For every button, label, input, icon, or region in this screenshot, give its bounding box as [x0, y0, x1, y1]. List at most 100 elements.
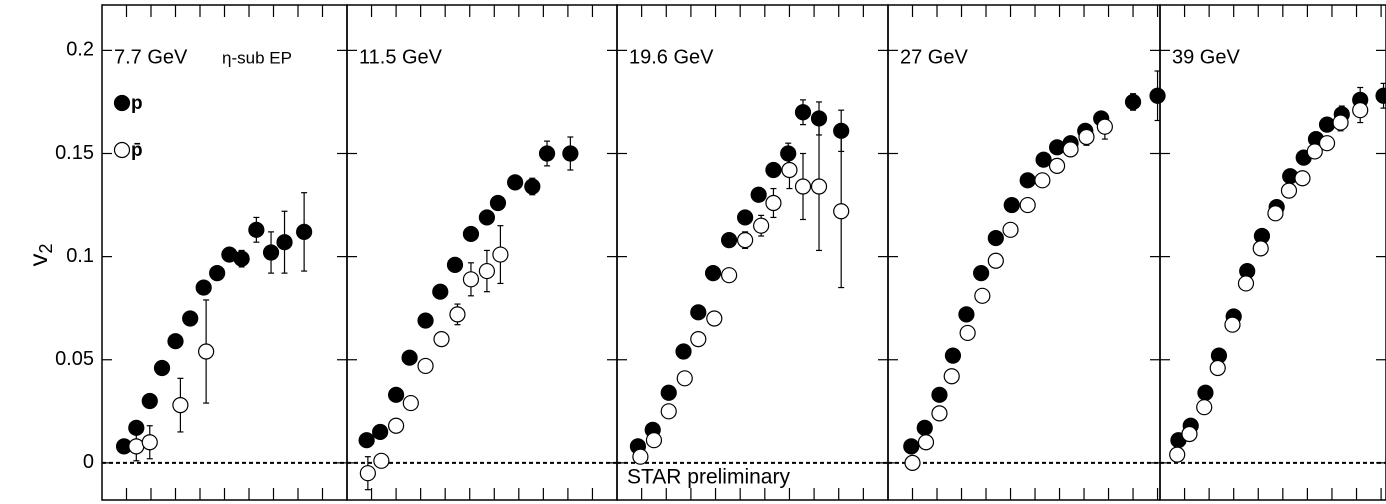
panel-title: 19.6 GeV: [629, 46, 714, 68]
data-point: [1224, 316, 1241, 333]
data-point: [987, 252, 1004, 269]
data-point: [753, 217, 770, 234]
data-point: [1237, 275, 1255, 292]
data-point: [358, 432, 375, 449]
data-point: [462, 225, 480, 243]
data-point: [690, 304, 707, 321]
y-axis-label: v2: [23, 243, 56, 266]
data-point: [931, 405, 948, 422]
data-point: [1048, 139, 1066, 156]
data-point: [182, 310, 199, 327]
data-point: [1035, 151, 1052, 168]
data-point: [248, 221, 265, 238]
data-point: [372, 423, 389, 441]
data-point: [1294, 170, 1311, 187]
y-axis-label-main: v: [23, 254, 53, 267]
data-point: [1002, 221, 1019, 238]
y-tick-label: 0.15: [55, 142, 94, 164]
data-point: [765, 194, 782, 212]
data-point: [359, 465, 376, 482]
y-tick-label: 0.05: [55, 348, 94, 370]
panel-title: 7.7 GeV: [114, 46, 188, 68]
panel-title: 27 GeV: [900, 46, 968, 68]
y-axis-label-sub: 2: [36, 243, 56, 253]
data-point: [141, 392, 158, 410]
data-point: [262, 244, 280, 261]
data-point: [417, 312, 434, 329]
data-point: [198, 343, 215, 360]
data-point: [538, 145, 556, 162]
data-point: [172, 397, 189, 414]
data-point: [943, 368, 960, 385]
data-point: [917, 434, 935, 451]
data-point: [1332, 114, 1349, 131]
data-point: [128, 438, 145, 455]
data-point: [944, 347, 962, 364]
data-point: [489, 194, 507, 212]
panel-title: 11.5 GeV: [359, 46, 443, 68]
data-point: [1209, 359, 1226, 377]
data-point: [987, 229, 1004, 247]
data-point: [660, 384, 677, 401]
legend-marker: [113, 94, 131, 112]
data-point: [478, 262, 496, 280]
data-point: [1019, 172, 1036, 189]
data-point: [1280, 182, 1298, 199]
data-point: [167, 333, 184, 350]
data-point: [720, 267, 738, 284]
data-point: [1078, 128, 1095, 146]
data-point: [737, 209, 754, 226]
panel-title: 39 GeV: [1172, 46, 1240, 68]
data-point: [1003, 196, 1020, 214]
data-point: [765, 161, 782, 179]
data-point: [737, 232, 754, 249]
data-point: [209, 265, 226, 282]
data-point: [810, 178, 828, 195]
data-point: [296, 223, 313, 240]
data-point: [1048, 157, 1066, 174]
data-point: [973, 265, 990, 282]
legend-label: p: [131, 93, 143, 114]
data-point: [1252, 240, 1269, 257]
data-point: [449, 306, 466, 323]
data-point: [195, 279, 212, 296]
data-point: [1096, 118, 1113, 135]
data-point: [562, 145, 579, 162]
data-point: [462, 271, 480, 288]
data-point: [833, 203, 850, 220]
data-point: [675, 343, 692, 360]
data-point: [660, 403, 677, 420]
legend-label: p̄: [131, 140, 143, 161]
panel-frame: [1159, 4, 1386, 501]
data-point: [141, 434, 158, 451]
data-point: [387, 386, 405, 403]
data-point: [959, 324, 976, 342]
data-point: [1196, 399, 1213, 416]
data-point: [1267, 205, 1284, 222]
data-point: [676, 370, 693, 387]
data-point: [1352, 102, 1369, 119]
data-point: [794, 178, 812, 195]
data-point: [1019, 196, 1036, 214]
data-point: [974, 287, 991, 304]
data-point: [916, 419, 933, 436]
data-point: [373, 452, 390, 469]
legend-marker: [113, 141, 131, 159]
data-point: [645, 432, 663, 449]
y-tick-label: 0.1: [66, 245, 94, 267]
data-point: [524, 178, 541, 195]
data-point: [507, 174, 524, 191]
annotation: STAR preliminary: [627, 466, 790, 489]
data-point: [931, 386, 948, 403]
data-point: [402, 394, 419, 412]
annotation: η-sub EP: [222, 48, 292, 67]
data-point: [794, 104, 812, 121]
data-point: [417, 357, 434, 375]
data-point: [750, 186, 767, 203]
data-point: [781, 161, 798, 179]
data-point: [276, 234, 293, 251]
data-point: [1306, 143, 1323, 160]
data-point: [690, 331, 707, 348]
